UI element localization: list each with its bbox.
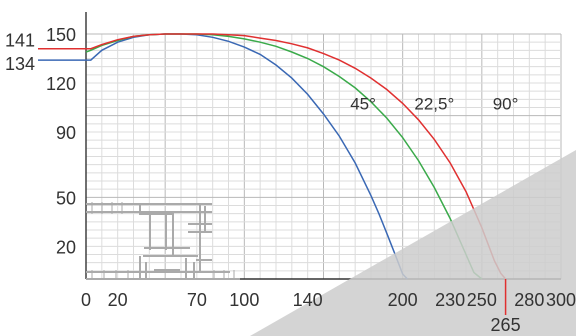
y-tick-label: 150 — [46, 25, 76, 45]
profile-outer-frame — [86, 203, 240, 280]
side-label-blue-start: 134 — [5, 54, 35, 74]
profile-ticks — [91, 202, 235, 280]
x-tick-label: 100 — [229, 290, 259, 310]
x-tick-label: 20 — [108, 290, 128, 310]
gray-corner-overlay — [250, 150, 576, 336]
y-tick-label: 90 — [56, 123, 76, 143]
x-tick-label: 0 — [81, 290, 91, 310]
x-tick-label: 70 — [187, 290, 207, 310]
y-tick-label: 50 — [56, 188, 76, 208]
series-group — [85, 33, 507, 280]
x-tick-label: 140 — [293, 290, 323, 310]
profile-gaskets — [139, 256, 195, 279]
x-tick-label: 230 — [435, 290, 465, 310]
series-name-label: 45° — [350, 95, 376, 114]
profile-sash — [139, 204, 198, 257]
side-label-red-start: 141 — [5, 31, 35, 51]
series-line — [86, 33, 507, 280]
y-tick-label: 120 — [46, 74, 76, 94]
axis-labels: 20 50 90 120 150 0 20 70 100 140 200 230 250 280 300 14… — [5, 25, 576, 335]
x-tick-label: 250 — [467, 290, 497, 310]
profile-icon — [86, 202, 240, 280]
series-labels: 45° 22,5° 90° — [350, 95, 518, 114]
series-name-label: 22,5° — [414, 95, 454, 114]
profile-glass-bead — [188, 204, 212, 272]
series-line — [86, 33, 408, 280]
series-name-label: 90° — [493, 95, 519, 114]
x-tick-label: 300 — [546, 290, 576, 310]
x-tick-label: 200 — [388, 290, 418, 310]
x-tick-label: 280 — [514, 290, 544, 310]
endpoint-label: 265 — [491, 315, 521, 335]
y-tick-label: 20 — [56, 237, 76, 257]
